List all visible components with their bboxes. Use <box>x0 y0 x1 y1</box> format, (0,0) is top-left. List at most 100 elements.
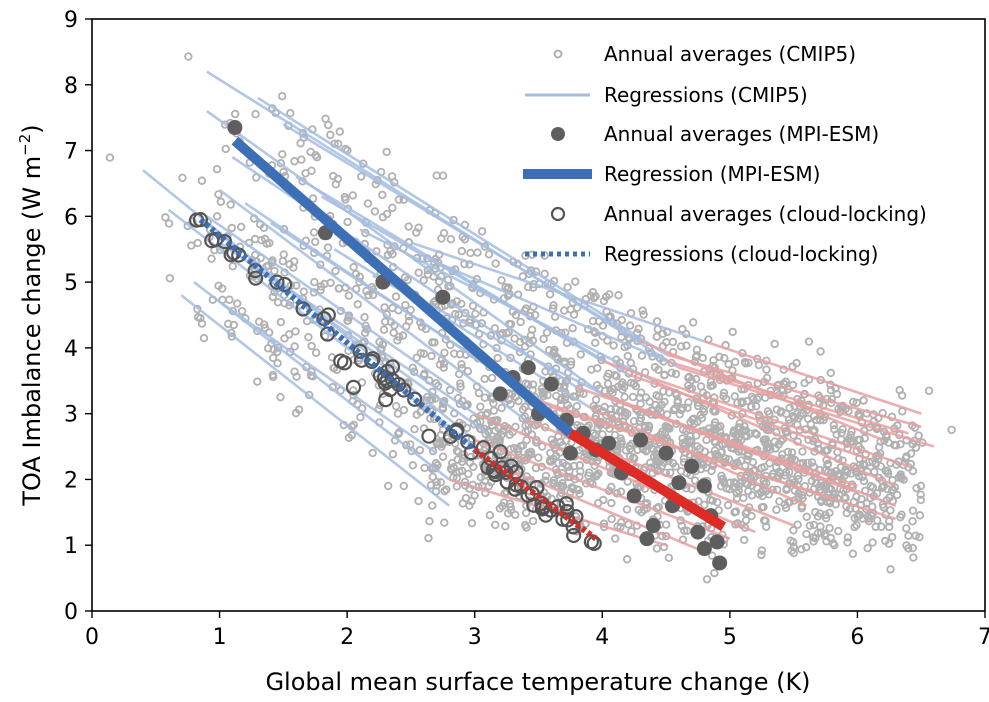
legend-label-cmip5-points: Annual averages (CMIP5) <box>604 42 856 66</box>
cmip5-annual-point <box>591 338 600 348</box>
cmip5-annual-point <box>545 457 555 466</box>
mpi-esm-annual-point <box>658 445 674 461</box>
cmip5-annual-point <box>908 506 918 515</box>
mpi-esm-annual-point <box>690 524 706 540</box>
cmip5-annual-point <box>634 324 643 334</box>
cmip5-annual-point <box>881 536 890 546</box>
cmip5-annual-point <box>440 348 449 357</box>
cmip5-annual-point <box>797 545 806 554</box>
cmip5-annual-point <box>305 390 314 400</box>
cloud-locking-annual-point <box>407 391 423 407</box>
cmip5-annual-point <box>439 228 449 238</box>
cmip5-annual-point <box>706 381 715 391</box>
cmip5-annual-point <box>908 466 918 476</box>
cmip5-annual-point <box>614 291 623 300</box>
cmip5-annual-point <box>395 428 404 437</box>
cmip5-annual-point <box>694 497 703 506</box>
cmip5-annual-point <box>899 475 908 484</box>
cmip5-annual-point <box>212 212 222 221</box>
x-tick-label: 4 <box>595 625 609 650</box>
cmip5-annual-point <box>521 379 530 388</box>
cmip5-annual-point <box>816 347 825 356</box>
cmip5-annual-point <box>196 314 205 323</box>
cmip5-annual-point <box>916 481 926 491</box>
cmip5-annual-point <box>489 406 499 415</box>
cmip5-annual-point <box>804 337 814 346</box>
cmip5-annual-point <box>265 238 274 248</box>
cmip5-annual-point <box>652 332 661 341</box>
cloud-locking-annual-point <box>248 270 264 286</box>
cmip5-annual-point <box>855 435 865 445</box>
mpi-esm-annual-point <box>227 120 243 136</box>
cmip5-annual-point <box>798 494 807 503</box>
cmip5-annual-point <box>368 448 377 458</box>
cmip5-annual-point <box>696 382 706 391</box>
cmip5-annual-point <box>184 52 193 61</box>
mpi-esm-annual-point <box>696 478 712 494</box>
cmip5-annual-point <box>802 512 811 521</box>
cmip5-annual-point <box>886 565 895 574</box>
cmip5-annual-point <box>598 430 607 439</box>
mpi-esm-annual-point <box>492 386 508 402</box>
cmip5-annual-point <box>826 385 836 395</box>
cmip5-regression-line <box>282 123 642 343</box>
cmip5-annual-point <box>501 522 510 531</box>
cmip5-annual-point <box>626 378 636 388</box>
cmip5-annual-point <box>343 217 352 227</box>
cmip5-annual-point <box>629 416 639 426</box>
cmip5-annual-point <box>642 447 651 456</box>
cmip5-annual-point <box>382 147 391 157</box>
cmip5-annual-point <box>510 334 519 343</box>
mpi-esm-annual-point <box>696 541 712 557</box>
cmip5-annual-point <box>311 348 321 357</box>
cmip5-annual-point <box>754 360 764 370</box>
cmip5-annual-point <box>380 317 390 326</box>
cmip5-annual-point <box>676 342 686 351</box>
cmip5-annual-point <box>692 345 702 354</box>
x-tick-label: 5 <box>723 625 737 650</box>
cmip5-annual-point <box>689 318 698 327</box>
cmip5-annual-point <box>675 410 684 419</box>
y-axis-label-unit: W m <box>18 156 46 211</box>
cmip5-annual-point <box>786 536 795 545</box>
legend-label-mpi-regression: Regression (MPI-ESM) <box>604 162 820 186</box>
cmip5-annual-point <box>428 472 438 482</box>
cmip5-annual-point <box>450 349 459 358</box>
cmip5-annual-point <box>850 522 859 532</box>
cmip5-annual-point <box>759 502 768 512</box>
cmip5-annual-point <box>572 402 582 411</box>
mpi-esm-annual-point <box>633 432 649 448</box>
cloud-locking-annual-point <box>550 499 566 515</box>
cmip5-annual-point <box>250 250 260 260</box>
cmip5-annual-point <box>370 207 380 216</box>
cmip5-annual-point <box>228 262 237 271</box>
cmip5-annual-point <box>549 301 558 310</box>
cmip5-annual-point <box>682 341 691 350</box>
cmip5-annual-point <box>415 446 425 455</box>
cmip5-annual-point <box>759 435 769 445</box>
cmip5-annual-point <box>906 459 916 469</box>
cmip5-annual-point <box>886 506 895 515</box>
cmip5-annual-point <box>504 395 513 405</box>
cmip5-annual-point <box>259 320 269 329</box>
cmip5-regression-line <box>206 70 680 369</box>
cmip5-annual-point <box>884 438 893 447</box>
legend-entry-cloud-locking-points: Annual averages (cloud-locking) <box>550 202 927 226</box>
mpi-esm-annual-point <box>543 376 559 392</box>
cmip5-regression-line <box>665 353 922 429</box>
legend-label-cmip5-regressions: Regressions (CMIP5) <box>604 83 808 107</box>
cmip5-annual-point <box>530 310 540 320</box>
cmip5-annual-point <box>470 491 479 500</box>
cmip5-annual-point <box>710 421 719 430</box>
cmip5-annual-point <box>887 532 897 542</box>
cmip5-annual-point <box>463 367 473 376</box>
cmip5-annual-point <box>743 480 752 489</box>
x-axis-label: Global mean surface temperature change (… <box>265 668 810 696</box>
cmip5-annual-point <box>776 408 785 417</box>
cmip5-annual-point <box>420 463 429 473</box>
cmip5-annual-point <box>600 402 609 412</box>
cmip5-annual-point <box>611 534 620 543</box>
legend-entry-cloud-locking-regressions: Regressions (cloud-locking) <box>525 242 878 266</box>
cloud-locking-annual-point <box>460 434 476 450</box>
cmip5-annual-point <box>723 500 733 510</box>
